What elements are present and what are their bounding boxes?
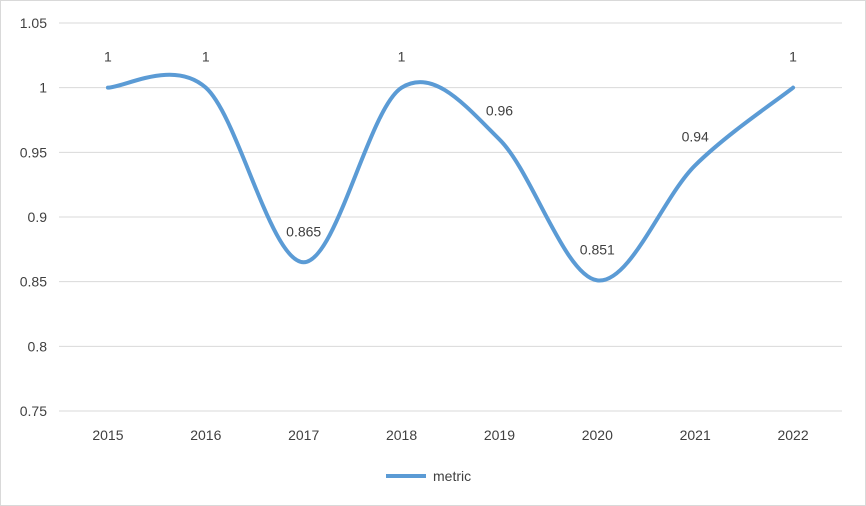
y-tick-label: 0.9 [28, 209, 48, 225]
legend-label: metric [433, 468, 471, 484]
data-label: 1 [202, 49, 210, 65]
data-label: 1 [104, 49, 112, 65]
x-tick-label: 2021 [680, 427, 711, 443]
data-label: 0.865 [286, 223, 321, 239]
y-tick-label: 0.85 [20, 274, 47, 290]
data-point [497, 137, 501, 141]
data-point [106, 86, 110, 90]
data-label: 1 [789, 49, 797, 65]
data-label: 0.96 [486, 102, 513, 118]
x-tick-label: 2018 [386, 427, 417, 443]
data-point [693, 163, 697, 167]
y-tick-label: 0.8 [28, 338, 48, 354]
data-point [302, 260, 306, 264]
data-point [595, 278, 599, 282]
y-tick-label: 0.95 [20, 144, 47, 160]
x-tick-label: 2020 [582, 427, 613, 443]
x-tick-label: 2017 [288, 427, 319, 443]
data-label: 0.851 [580, 241, 615, 257]
y-tick-label: 1 [39, 80, 47, 96]
x-tick-label: 2016 [190, 427, 221, 443]
series-line-metric [105, 72, 796, 283]
x-tick-label: 2015 [92, 427, 123, 443]
x-tick-label: 2019 [484, 427, 515, 443]
x-tick-label: 2022 [777, 427, 808, 443]
data-point [791, 86, 795, 90]
y-tick-label: 0.75 [20, 403, 47, 419]
data-point [204, 86, 208, 90]
data-point [400, 86, 404, 90]
data-label: 0.94 [682, 128, 709, 144]
data-label: 1 [398, 49, 406, 65]
y-tick-label: 1.05 [20, 15, 47, 31]
